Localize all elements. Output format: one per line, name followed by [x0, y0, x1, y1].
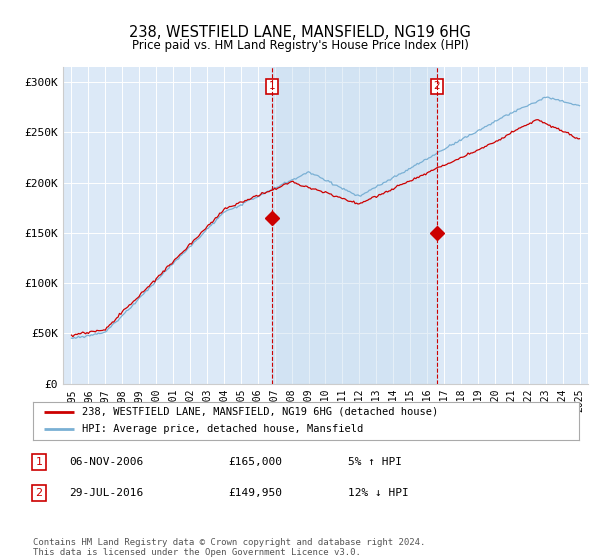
Text: £149,950: £149,950	[228, 488, 282, 498]
Text: 29-JUL-2016: 29-JUL-2016	[69, 488, 143, 498]
Text: Contains HM Land Registry data © Crown copyright and database right 2024.
This d: Contains HM Land Registry data © Crown c…	[33, 538, 425, 557]
Text: 12% ↓ HPI: 12% ↓ HPI	[348, 488, 409, 498]
Text: £165,000: £165,000	[228, 457, 282, 467]
Bar	[272, 67, 437, 384]
Text: 238, WESTFIELD LANE, MANSFIELD, NG19 6HG: 238, WESTFIELD LANE, MANSFIELD, NG19 6HG	[129, 25, 471, 40]
Text: 5% ↑ HPI: 5% ↑ HPI	[348, 457, 402, 467]
Text: 2: 2	[35, 488, 43, 498]
Text: Price paid vs. HM Land Registry's House Price Index (HPI): Price paid vs. HM Land Registry's House …	[131, 39, 469, 53]
Text: 238, WESTFIELD LANE, MANSFIELD, NG19 6HG (detached house): 238, WESTFIELD LANE, MANSFIELD, NG19 6HG…	[82, 407, 439, 417]
Text: HPI: Average price, detached house, Mansfield: HPI: Average price, detached house, Mans…	[82, 424, 364, 435]
Text: 06-NOV-2006: 06-NOV-2006	[69, 457, 143, 467]
Text: 2: 2	[434, 81, 440, 91]
Text: 1: 1	[269, 81, 275, 91]
Text: 1: 1	[35, 457, 43, 467]
